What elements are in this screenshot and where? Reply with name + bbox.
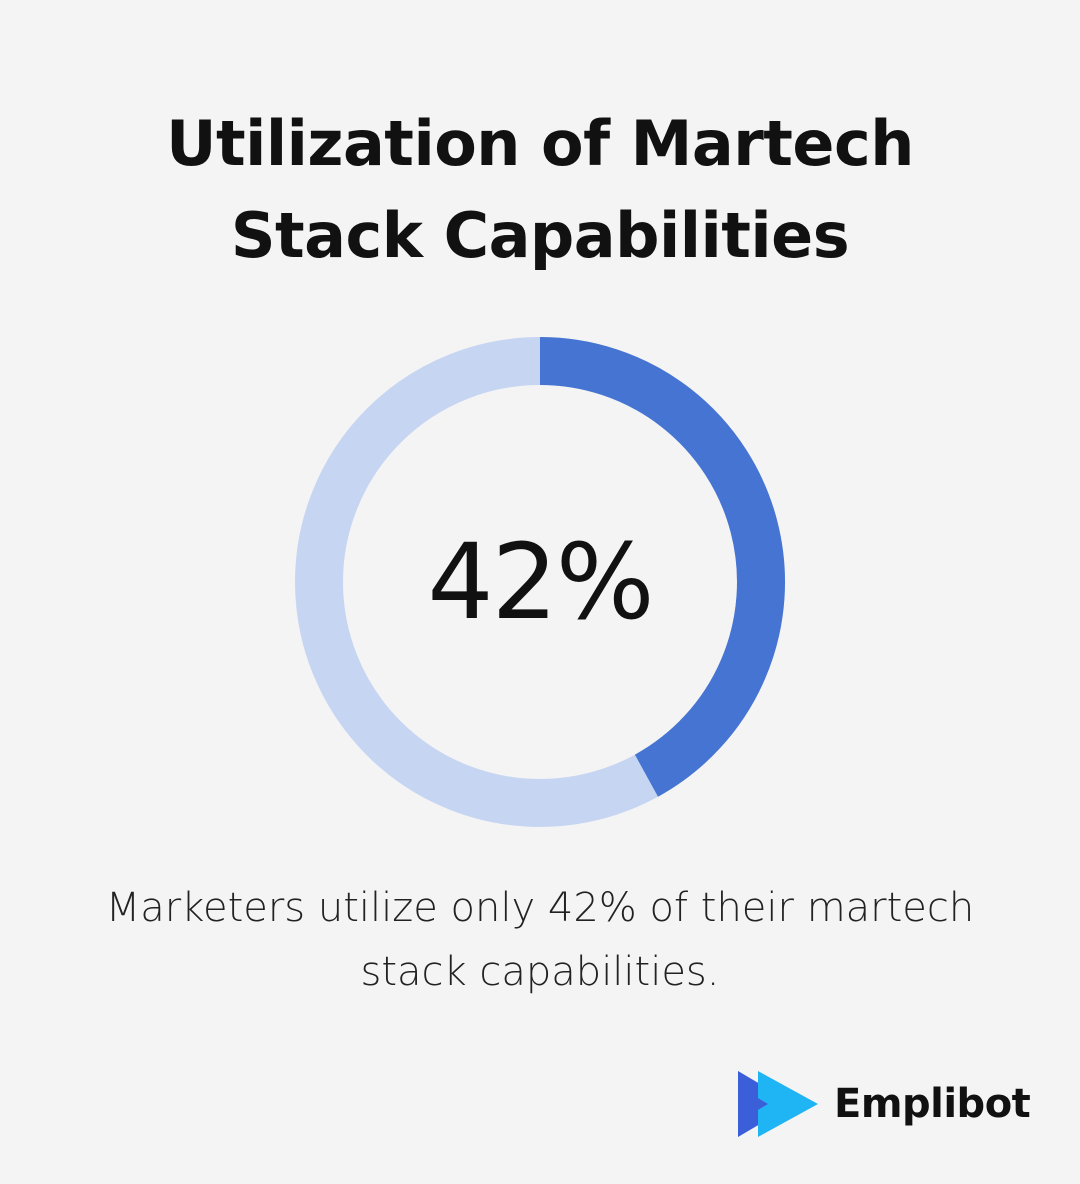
chart-title: Utilization of Martech Stack Capabilitie… (0, 98, 1080, 282)
chart-caption: Marketers utilize only 42% of their mart… (60, 876, 1020, 1004)
center-percentage: 42% (427, 521, 654, 643)
title-line-2: Stack Capabilities (230, 199, 850, 272)
brand-logo-block: Emplibot (736, 1068, 1031, 1140)
donut-arc-utilized (539, 337, 785, 797)
logo-inner-triangle (746, 1091, 768, 1117)
logo-front-triangle (758, 1071, 818, 1137)
caption-line-2: stack capabilities. (360, 949, 720, 995)
title-line-1: Utilization of Martech (166, 107, 914, 180)
caption-line-1: Marketers utilize only 42% of their mart… (105, 885, 975, 931)
donut-chart (295, 337, 785, 827)
play-logo-icon (738, 1071, 818, 1137)
brand-name: Emplibot (834, 1081, 1031, 1127)
